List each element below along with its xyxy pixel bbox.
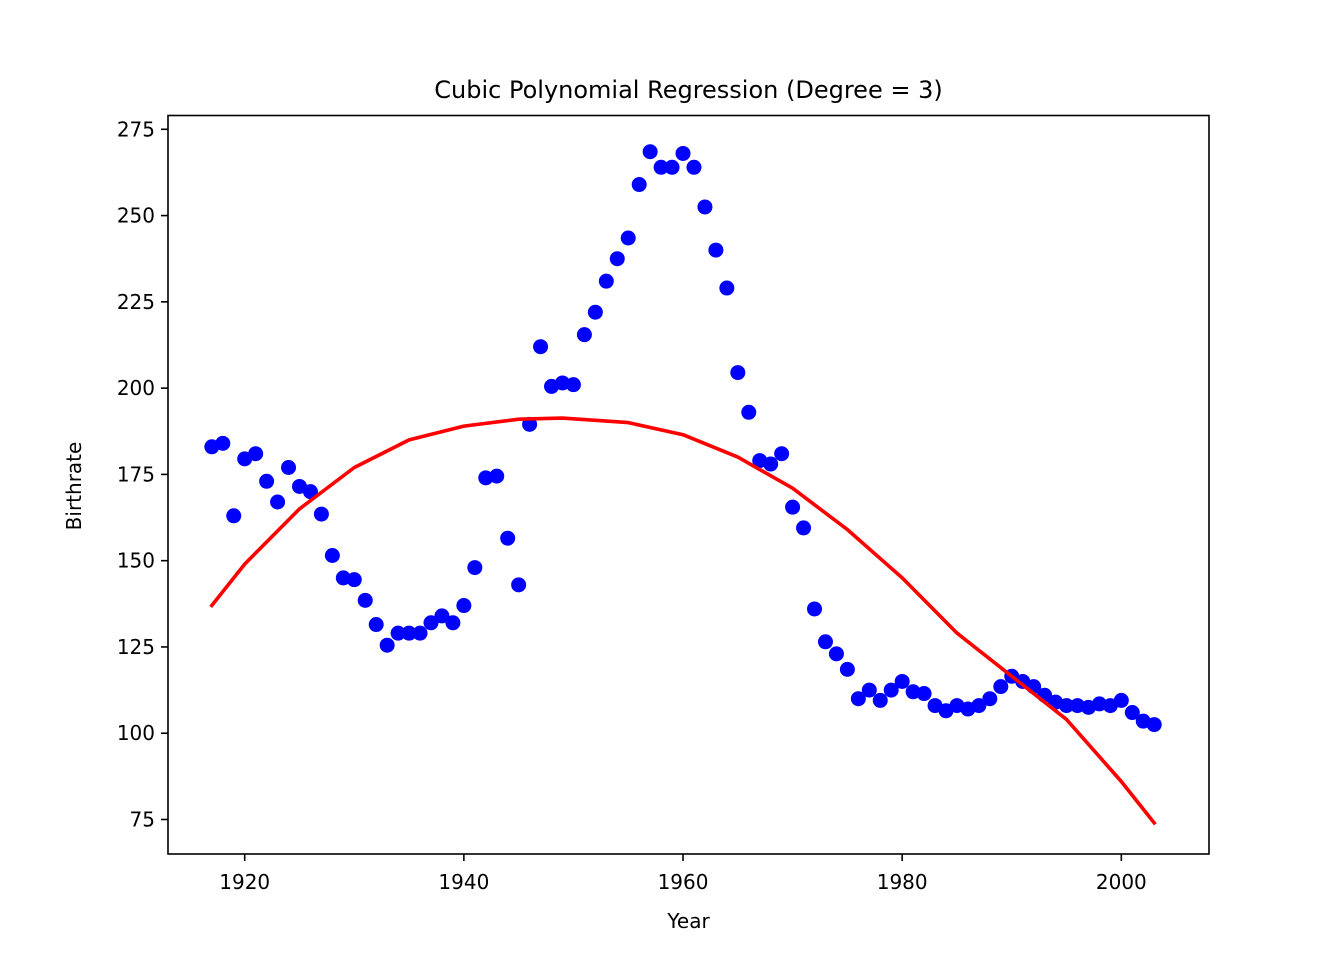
data-point: [423, 615, 439, 631]
data-point: [982, 691, 998, 707]
data-point: [993, 679, 1009, 695]
y-axis-label: Birthrate: [62, 442, 86, 531]
data-point: [467, 560, 483, 576]
y-tick-label: 100: [117, 721, 155, 745]
data-point: [302, 484, 318, 500]
data-point: [368, 617, 384, 633]
data-point: [565, 377, 581, 393]
data-point: [1113, 692, 1129, 708]
data-point: [270, 494, 286, 510]
data-point: [839, 661, 855, 677]
y-tick-label: 150: [117, 549, 155, 573]
y-tick-label: 275: [117, 117, 155, 141]
x-axis-label: Year: [666, 909, 710, 933]
data-point: [489, 468, 505, 484]
data-point: [642, 144, 658, 160]
regression-line: [209, 416, 1157, 826]
x-tick-label: 1960: [658, 870, 709, 894]
data-point: [883, 682, 899, 698]
data-point: [500, 530, 516, 546]
data-point: [226, 508, 242, 524]
data-point: [763, 456, 779, 472]
data-point: [774, 446, 790, 462]
data-point: [511, 577, 527, 593]
data-point: [587, 304, 603, 320]
data-point: [533, 339, 549, 355]
data-point: [390, 625, 406, 641]
data-point: [313, 506, 329, 522]
data-point: [686, 159, 702, 175]
data-point: [894, 673, 910, 689]
data-point: [456, 598, 472, 614]
data-point: [664, 159, 680, 175]
data-point: [916, 686, 932, 702]
data-point: [653, 159, 669, 175]
y-tick-label: 200: [117, 376, 155, 400]
data-point: [741, 404, 757, 420]
x-tick-label: 2000: [1096, 870, 1147, 894]
data-point: [412, 625, 428, 641]
data-point: [576, 327, 592, 343]
data-point: [445, 615, 461, 631]
data-point: [215, 435, 231, 451]
data-point: [697, 199, 713, 215]
y-tick-label: 175: [117, 462, 155, 486]
y-tick-label: 225: [117, 290, 155, 314]
data-point: [850, 691, 866, 707]
data-point: [828, 646, 844, 662]
data-point: [719, 280, 735, 296]
chart-title: Cubic Polynomial Regression (Degree = 3): [434, 76, 942, 104]
data-point: [971, 698, 987, 714]
data-point: [324, 547, 340, 563]
data-point: [1059, 698, 1075, 714]
axes-frame: [167, 114, 1210, 855]
y-tick-label: 250: [117, 204, 155, 228]
data-point: [609, 251, 625, 267]
data-point: [259, 473, 275, 489]
y-tick-label: 75: [130, 807, 155, 831]
y-tick-label: 125: [117, 635, 155, 659]
data-point: [379, 637, 395, 653]
data-point: [675, 145, 691, 161]
x-tick-label: 1940: [438, 870, 489, 894]
data-point: [1146, 717, 1162, 733]
data-point: [346, 572, 362, 588]
data-point: [631, 177, 647, 193]
data-point: [401, 625, 417, 641]
data-point: [620, 230, 636, 246]
data-point: [796, 520, 812, 536]
x-tick-label: 1920: [219, 870, 270, 894]
data-point: [1124, 705, 1140, 721]
plot-area: [204, 144, 1162, 826]
data-point: [248, 446, 264, 462]
y-axis: 75 100 125 150 175 200 225 250 275: [117, 117, 168, 831]
data-point: [861, 682, 877, 698]
data-point: [817, 634, 833, 650]
data-point: [785, 499, 801, 515]
data-point: [357, 592, 373, 608]
data-point: [872, 692, 888, 708]
x-tick-label: 1980: [877, 870, 928, 894]
data-point: [708, 242, 724, 258]
data-point: [598, 273, 614, 289]
x-axis: 1920 1940 1960 1980 2000: [219, 854, 1147, 894]
data-point: [807, 601, 823, 617]
data-point: [281, 459, 297, 475]
data-point: [730, 365, 746, 381]
data-point: [434, 608, 450, 624]
